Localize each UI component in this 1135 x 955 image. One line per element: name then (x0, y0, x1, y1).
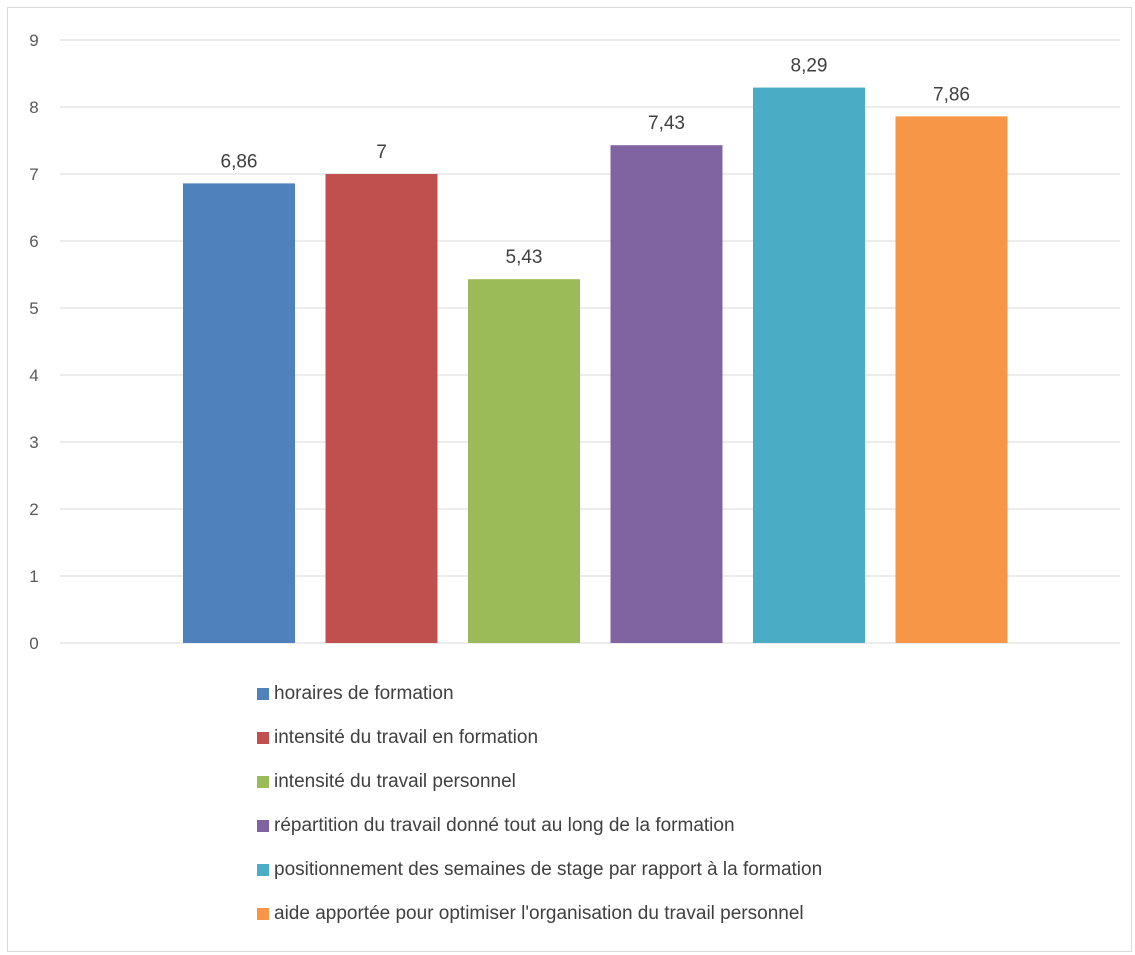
y-tick-label: 7 (29, 165, 38, 184)
legend-item: intensité du travail en formation (257, 721, 822, 755)
data-label: 7,86 (933, 84, 970, 105)
y-tick-label: 2 (29, 500, 38, 519)
data-label: 8,29 (791, 56, 828, 77)
legend-swatch (257, 732, 269, 744)
y-tick-label: 6 (29, 232, 38, 251)
legend-item: horaires de formation (257, 677, 822, 711)
legend-item: intensité du travail personnel (257, 765, 822, 799)
y-tick-label: 0 (29, 634, 38, 653)
y-tick-label: 5 (29, 299, 38, 318)
bar (610, 145, 723, 643)
legend-swatch (257, 688, 269, 700)
legend-swatch (257, 908, 269, 920)
legend-label: horaires de formation (274, 683, 454, 704)
data-label: 5,43 (506, 247, 543, 268)
legend-label: intensité du travail en formation (274, 727, 539, 748)
legend-item: positionnement des semaines de stage par… (257, 853, 822, 887)
y-tick-label: 9 (29, 31, 38, 50)
bar (468, 279, 580, 643)
legend-item: répartition du travail donné tout au lon… (257, 809, 822, 843)
legend-swatch (257, 864, 269, 876)
y-tick-label: 4 (29, 366, 38, 385)
data-label: 7 (376, 142, 387, 163)
bar (895, 116, 1008, 643)
bar (325, 174, 438, 643)
y-tick-label: 1 (29, 567, 38, 586)
data-label: 7,43 (648, 113, 685, 134)
legend-label: répartition du travail donné tout au lon… (274, 815, 735, 836)
legend-swatch (257, 820, 269, 832)
y-tick-label: 8 (29, 98, 38, 117)
legend: horaires de formation intensité du travai… (257, 677, 822, 941)
legend-swatch (257, 776, 269, 788)
data-labels: 6,86 7 5,43 7,43 8,29 7,86 (221, 56, 970, 269)
legend-item: aide apportée pour optimiser l'organisat… (257, 897, 822, 931)
data-label: 6,86 (221, 151, 258, 172)
y-axis-ticks: 0 1 2 3 4 5 6 7 8 9 (29, 31, 38, 653)
legend-label: aide apportée pour optimiser l'organisat… (274, 903, 804, 924)
bars (183, 87, 1008, 643)
bar (183, 183, 295, 643)
legend-label: intensité du travail personnel (274, 771, 516, 792)
bar (753, 87, 865, 643)
y-tick-label: 3 (29, 433, 38, 452)
legend-label: positionnement des semaines de stage par… (274, 859, 823, 880)
